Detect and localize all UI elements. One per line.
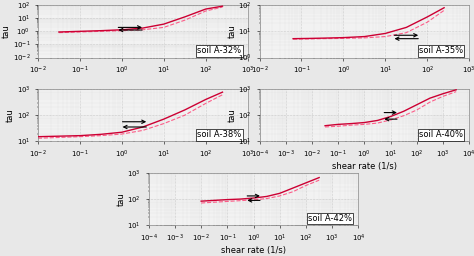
Y-axis label: tau: tau xyxy=(2,25,11,38)
Text: soil A-38%: soil A-38% xyxy=(197,130,241,139)
Text: soil A-35%: soil A-35% xyxy=(419,46,463,56)
X-axis label: shear rate (1/s): shear rate (1/s) xyxy=(221,246,286,255)
Y-axis label: tau: tau xyxy=(228,25,237,38)
Text: soil A-40%: soil A-40% xyxy=(419,130,463,139)
Y-axis label: tau: tau xyxy=(228,108,237,122)
Y-axis label: tau: tau xyxy=(117,192,126,206)
Text: soil A-32%: soil A-32% xyxy=(197,46,241,56)
X-axis label: shear rate (1/s): shear rate (1/s) xyxy=(332,162,397,171)
Y-axis label: tau: tau xyxy=(6,108,15,122)
Text: soil A-42%: soil A-42% xyxy=(308,214,352,223)
